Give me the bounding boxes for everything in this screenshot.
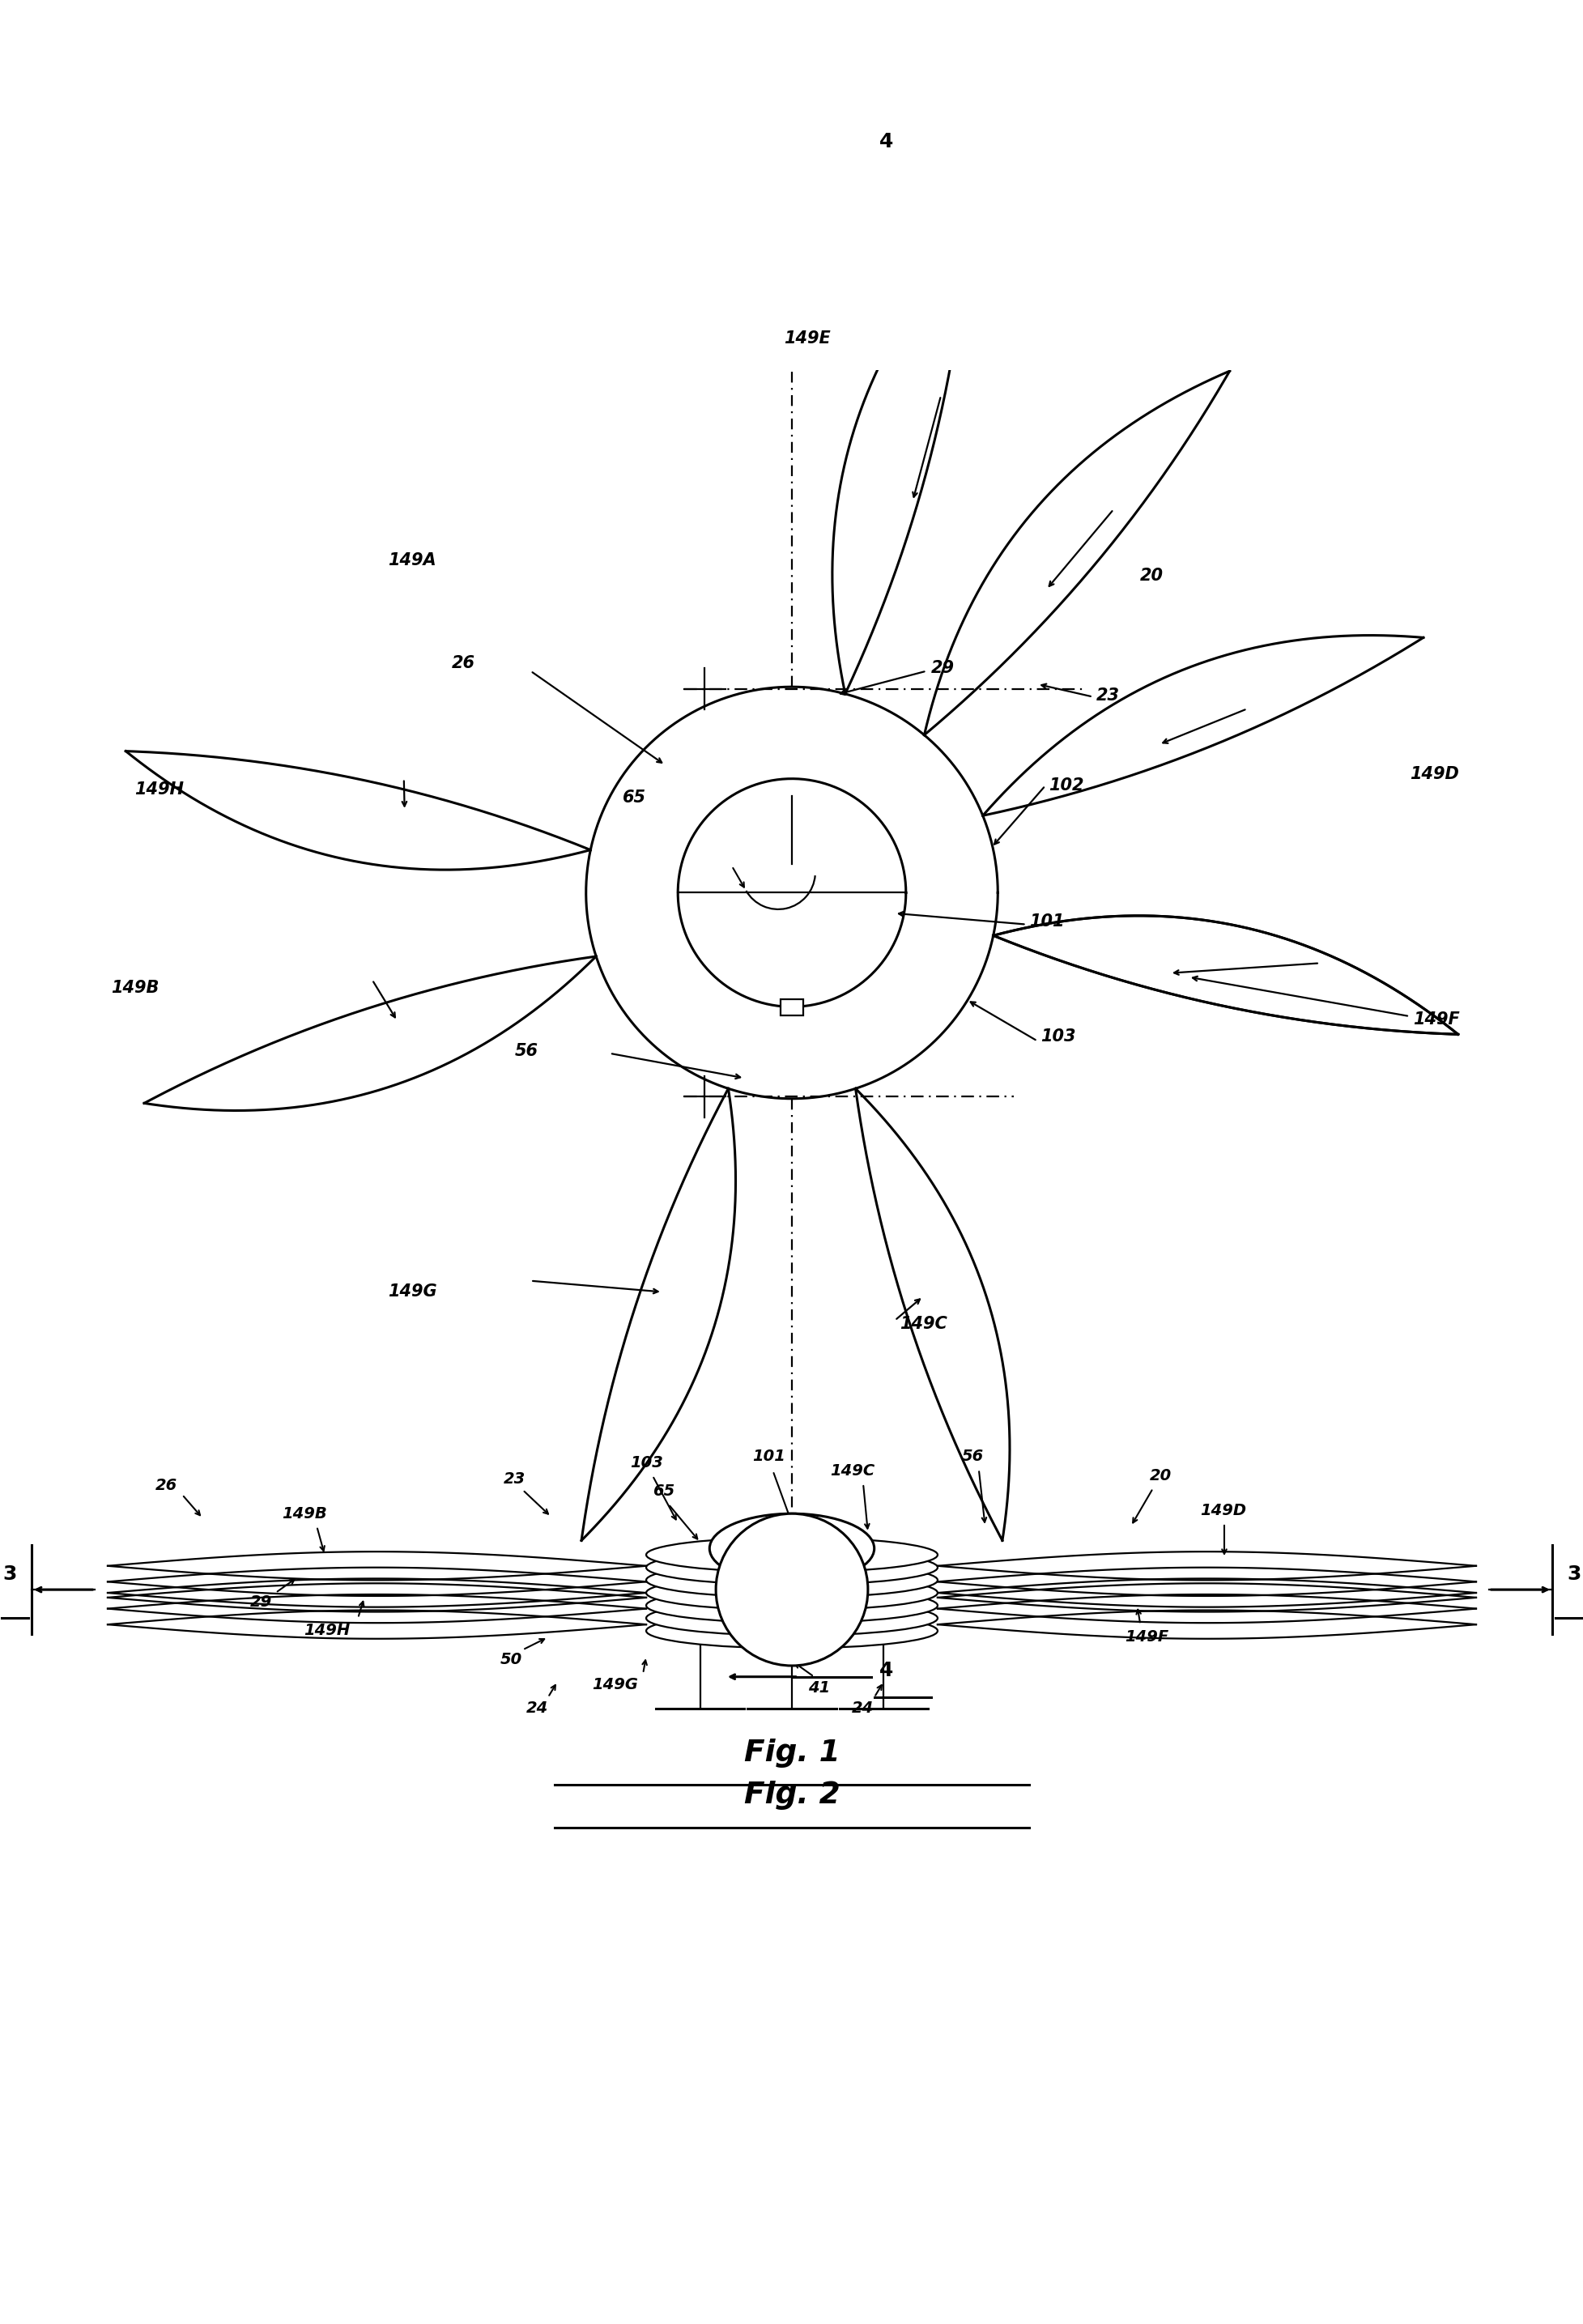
Text: 56: 56 <box>514 1043 538 1060</box>
Text: 149D: 149D <box>1200 1504 1246 1518</box>
Text: 50: 50 <box>500 1652 522 1666</box>
Text: 149D: 149D <box>1409 767 1458 783</box>
Text: 23: 23 <box>503 1471 526 1487</box>
Text: 149C: 149C <box>899 1315 947 1332</box>
Text: 149F: 149F <box>1412 1011 1460 1027</box>
Text: 149A: 149A <box>388 553 435 569</box>
Text: 20: 20 <box>1149 1469 1171 1483</box>
Text: 24: 24 <box>852 1701 874 1715</box>
Ellipse shape <box>716 1513 867 1666</box>
Bar <box>780 999 803 1016</box>
Text: 102: 102 <box>1048 779 1083 795</box>
Text: Fig. 1: Fig. 1 <box>744 1738 839 1766</box>
Text: 41: 41 <box>807 1680 829 1697</box>
Text: 149F: 149F <box>1124 1629 1168 1645</box>
Text: 149H: 149H <box>304 1622 350 1638</box>
Text: 56: 56 <box>961 1448 983 1464</box>
Text: 26: 26 <box>451 655 475 672</box>
Text: 103: 103 <box>630 1455 663 1471</box>
Text: 101: 101 <box>752 1448 785 1464</box>
Text: 101: 101 <box>1029 913 1064 930</box>
Text: 103: 103 <box>1040 1030 1075 1046</box>
Ellipse shape <box>646 1538 937 1573</box>
Ellipse shape <box>646 1613 937 1648</box>
Text: 20: 20 <box>1140 567 1164 583</box>
Ellipse shape <box>646 1562 937 1597</box>
Ellipse shape <box>646 1587 937 1622</box>
Text: 29: 29 <box>931 660 955 676</box>
Text: 3: 3 <box>3 1564 16 1585</box>
Text: 3: 3 <box>1567 1564 1580 1585</box>
Text: 149H: 149H <box>135 781 184 797</box>
Ellipse shape <box>646 1576 937 1611</box>
Text: 29: 29 <box>250 1594 272 1611</box>
Text: 4: 4 <box>879 1662 893 1680</box>
Text: 24: 24 <box>526 1701 548 1715</box>
Text: 149E: 149E <box>784 330 831 346</box>
Text: 4: 4 <box>879 132 893 151</box>
Text: 149G: 149G <box>592 1678 638 1692</box>
Text: 26: 26 <box>155 1478 177 1492</box>
Text: 149C: 149C <box>829 1464 874 1478</box>
Text: 65: 65 <box>622 790 646 806</box>
Ellipse shape <box>646 1601 937 1636</box>
Text: 65: 65 <box>652 1483 674 1499</box>
Ellipse shape <box>646 1550 937 1585</box>
Text: 149B: 149B <box>282 1506 328 1522</box>
Ellipse shape <box>709 1513 874 1583</box>
Text: Fig. 2: Fig. 2 <box>744 1780 839 1810</box>
Text: 149G: 149G <box>388 1283 437 1299</box>
Text: 149B: 149B <box>111 981 158 997</box>
Text: 23: 23 <box>1095 688 1119 704</box>
